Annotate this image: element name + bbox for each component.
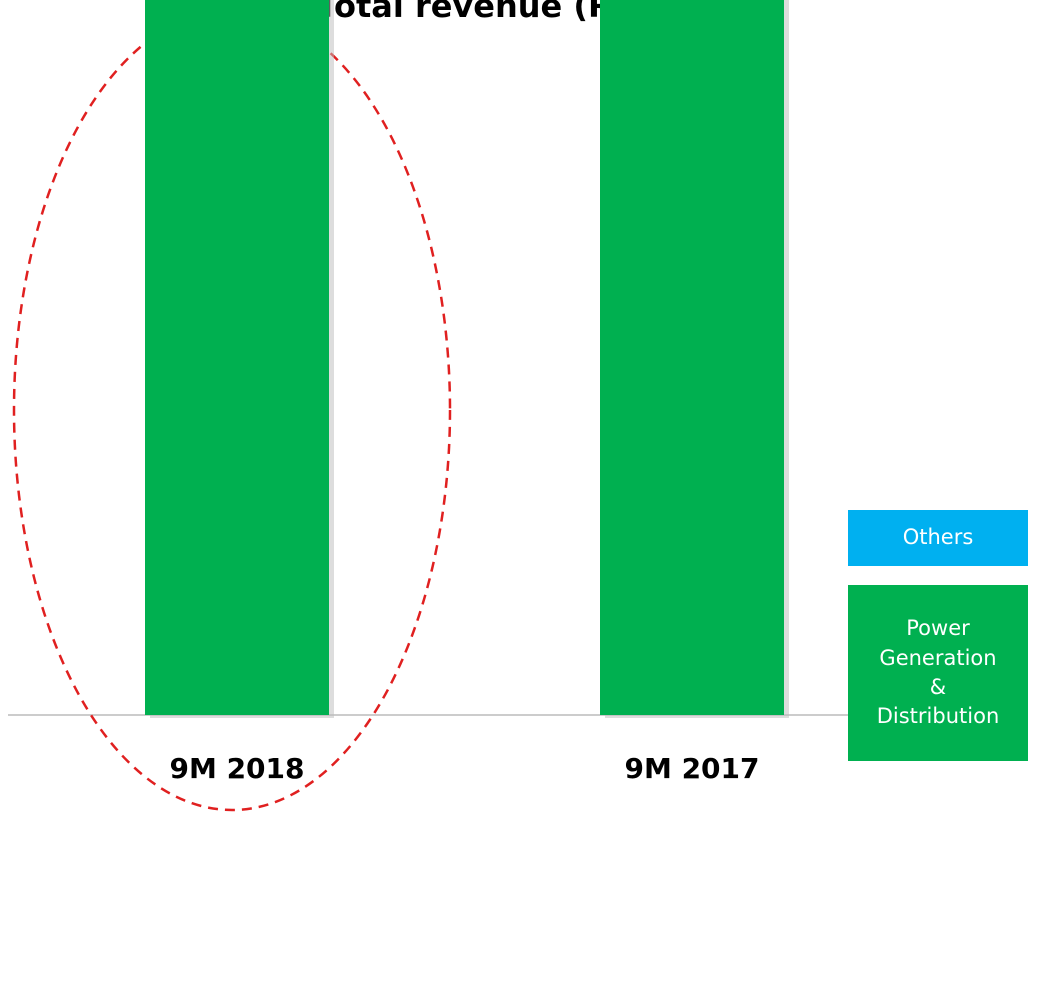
bar-segment [145,0,329,715]
legend-power: Power Generation & Distribution [848,585,1028,761]
legend-label: Power Generation & Distribution [876,616,1000,729]
x-tick-label: 9M 2017 [624,752,759,785]
legend-label: Others [902,525,974,550]
bar-segment [600,0,784,716]
legend-others: Others [848,510,1028,566]
x-tick-label: 9M 2018 [169,752,304,785]
